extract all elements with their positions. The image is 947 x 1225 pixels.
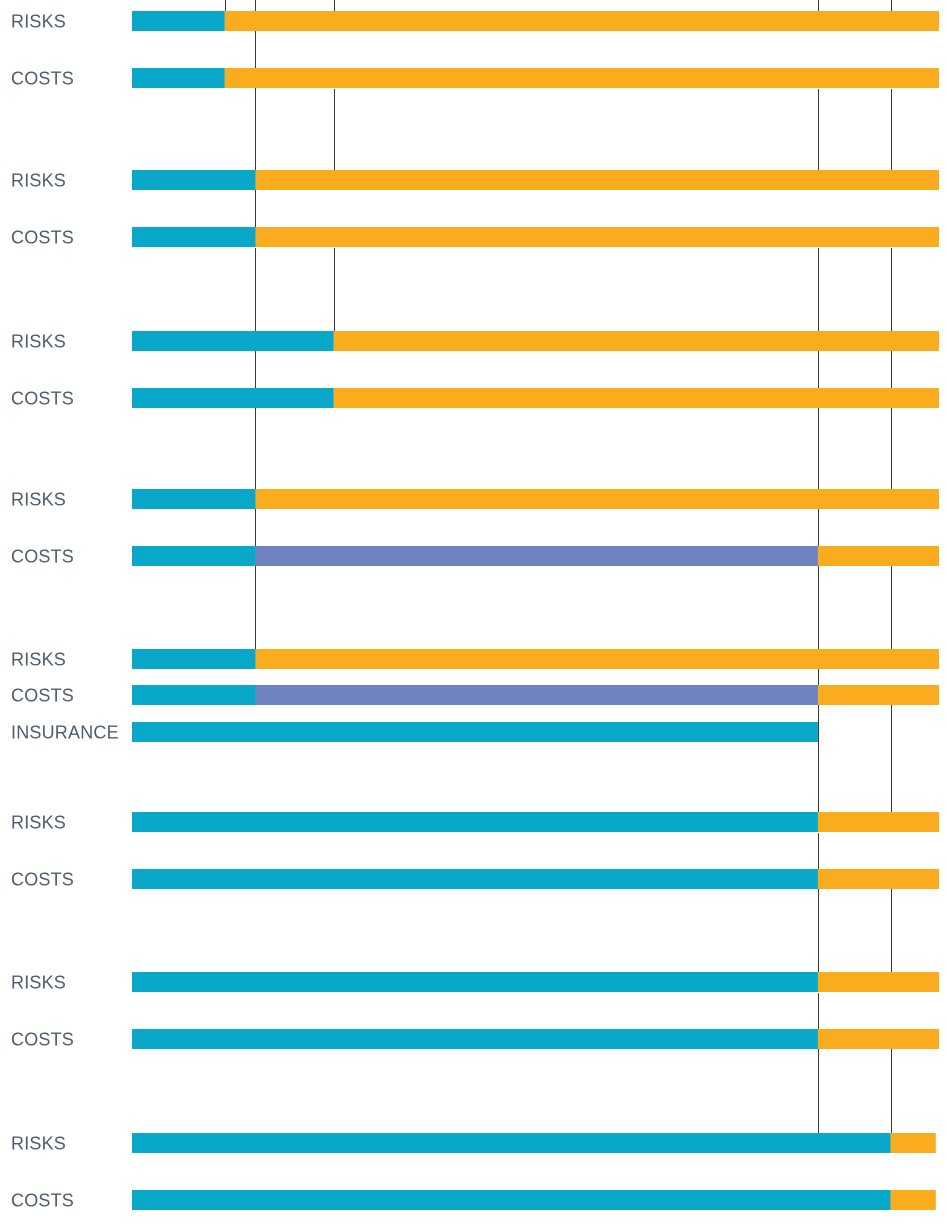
- reference-lines: [225, 0, 892, 1133]
- bar-segment-teal: [132, 546, 256, 566]
- row-label: RISKS: [11, 650, 66, 670]
- row-label: INSURANCE: [11, 723, 119, 743]
- bar-segment-teal: [132, 489, 256, 509]
- bar-segment-teal: [132, 68, 225, 88]
- bar-segment-teal: [132, 972, 818, 992]
- row-label: COSTS: [11, 228, 74, 248]
- row-labels: RISKS COSTS RISKS COSTS RISKS COSTS RISKS COSTS…: [11, 12, 119, 1211]
- bar-segment-teal: [132, 869, 818, 889]
- bar-segment-orange: [817, 812, 939, 832]
- bar-segment-teal: [132, 1190, 891, 1210]
- row-label: RISKS: [11, 490, 66, 510]
- row-label: COSTS: [11, 1030, 74, 1050]
- bar-segment-orange: [255, 649, 940, 669]
- bar-segment-teal: [132, 649, 256, 669]
- bar-segment-teal: [132, 388, 334, 408]
- row-label: COSTS: [11, 686, 74, 706]
- bar-segment-orange: [890, 1133, 936, 1153]
- bar-segment-orange: [224, 11, 939, 31]
- row-label: RISKS: [11, 171, 66, 191]
- bar-segment-orange: [817, 972, 939, 992]
- bar-segment-teal: [132, 812, 818, 832]
- bar-segment-orange: [333, 388, 939, 408]
- bar-segment-teal: [132, 170, 256, 190]
- bar-segment-orange: [817, 685, 939, 705]
- bar-segment-orange: [817, 1029, 939, 1049]
- bar-segment-purple: [255, 685, 818, 705]
- row-label: RISKS: [11, 973, 66, 993]
- bar-segment-orange: [224, 68, 939, 88]
- bar-segment-orange: [255, 227, 940, 247]
- bar-segment-teal: [132, 227, 256, 247]
- bar-segment-orange: [817, 869, 939, 889]
- row-label: RISKS: [11, 12, 66, 32]
- bar-segment-teal: [132, 1029, 818, 1049]
- bars: [132, 11, 940, 1210]
- row-label: COSTS: [11, 389, 74, 409]
- row-label: RISKS: [11, 1134, 66, 1154]
- bar-segment-orange: [255, 170, 940, 190]
- bar-segment-teal: [132, 1133, 891, 1153]
- bar-segment-teal: [132, 11, 225, 31]
- row-label: RISKS: [11, 332, 66, 352]
- row-label: COSTS: [11, 69, 74, 89]
- row-label: RISKS: [11, 813, 66, 833]
- bar-segment-teal: [132, 722, 818, 742]
- bar-segment-orange: [333, 331, 939, 351]
- row-label: COSTS: [11, 1191, 74, 1211]
- row-label: COSTS: [11, 870, 74, 890]
- bar-segment-orange: [817, 546, 939, 566]
- bar-segment-teal: [132, 685, 256, 705]
- bar-segment-purple: [255, 546, 818, 566]
- bar-segment-orange: [890, 1190, 936, 1210]
- bar-segment-teal: [132, 331, 334, 351]
- bar-segment-orange: [255, 489, 940, 509]
- row-label: COSTS: [11, 547, 74, 567]
